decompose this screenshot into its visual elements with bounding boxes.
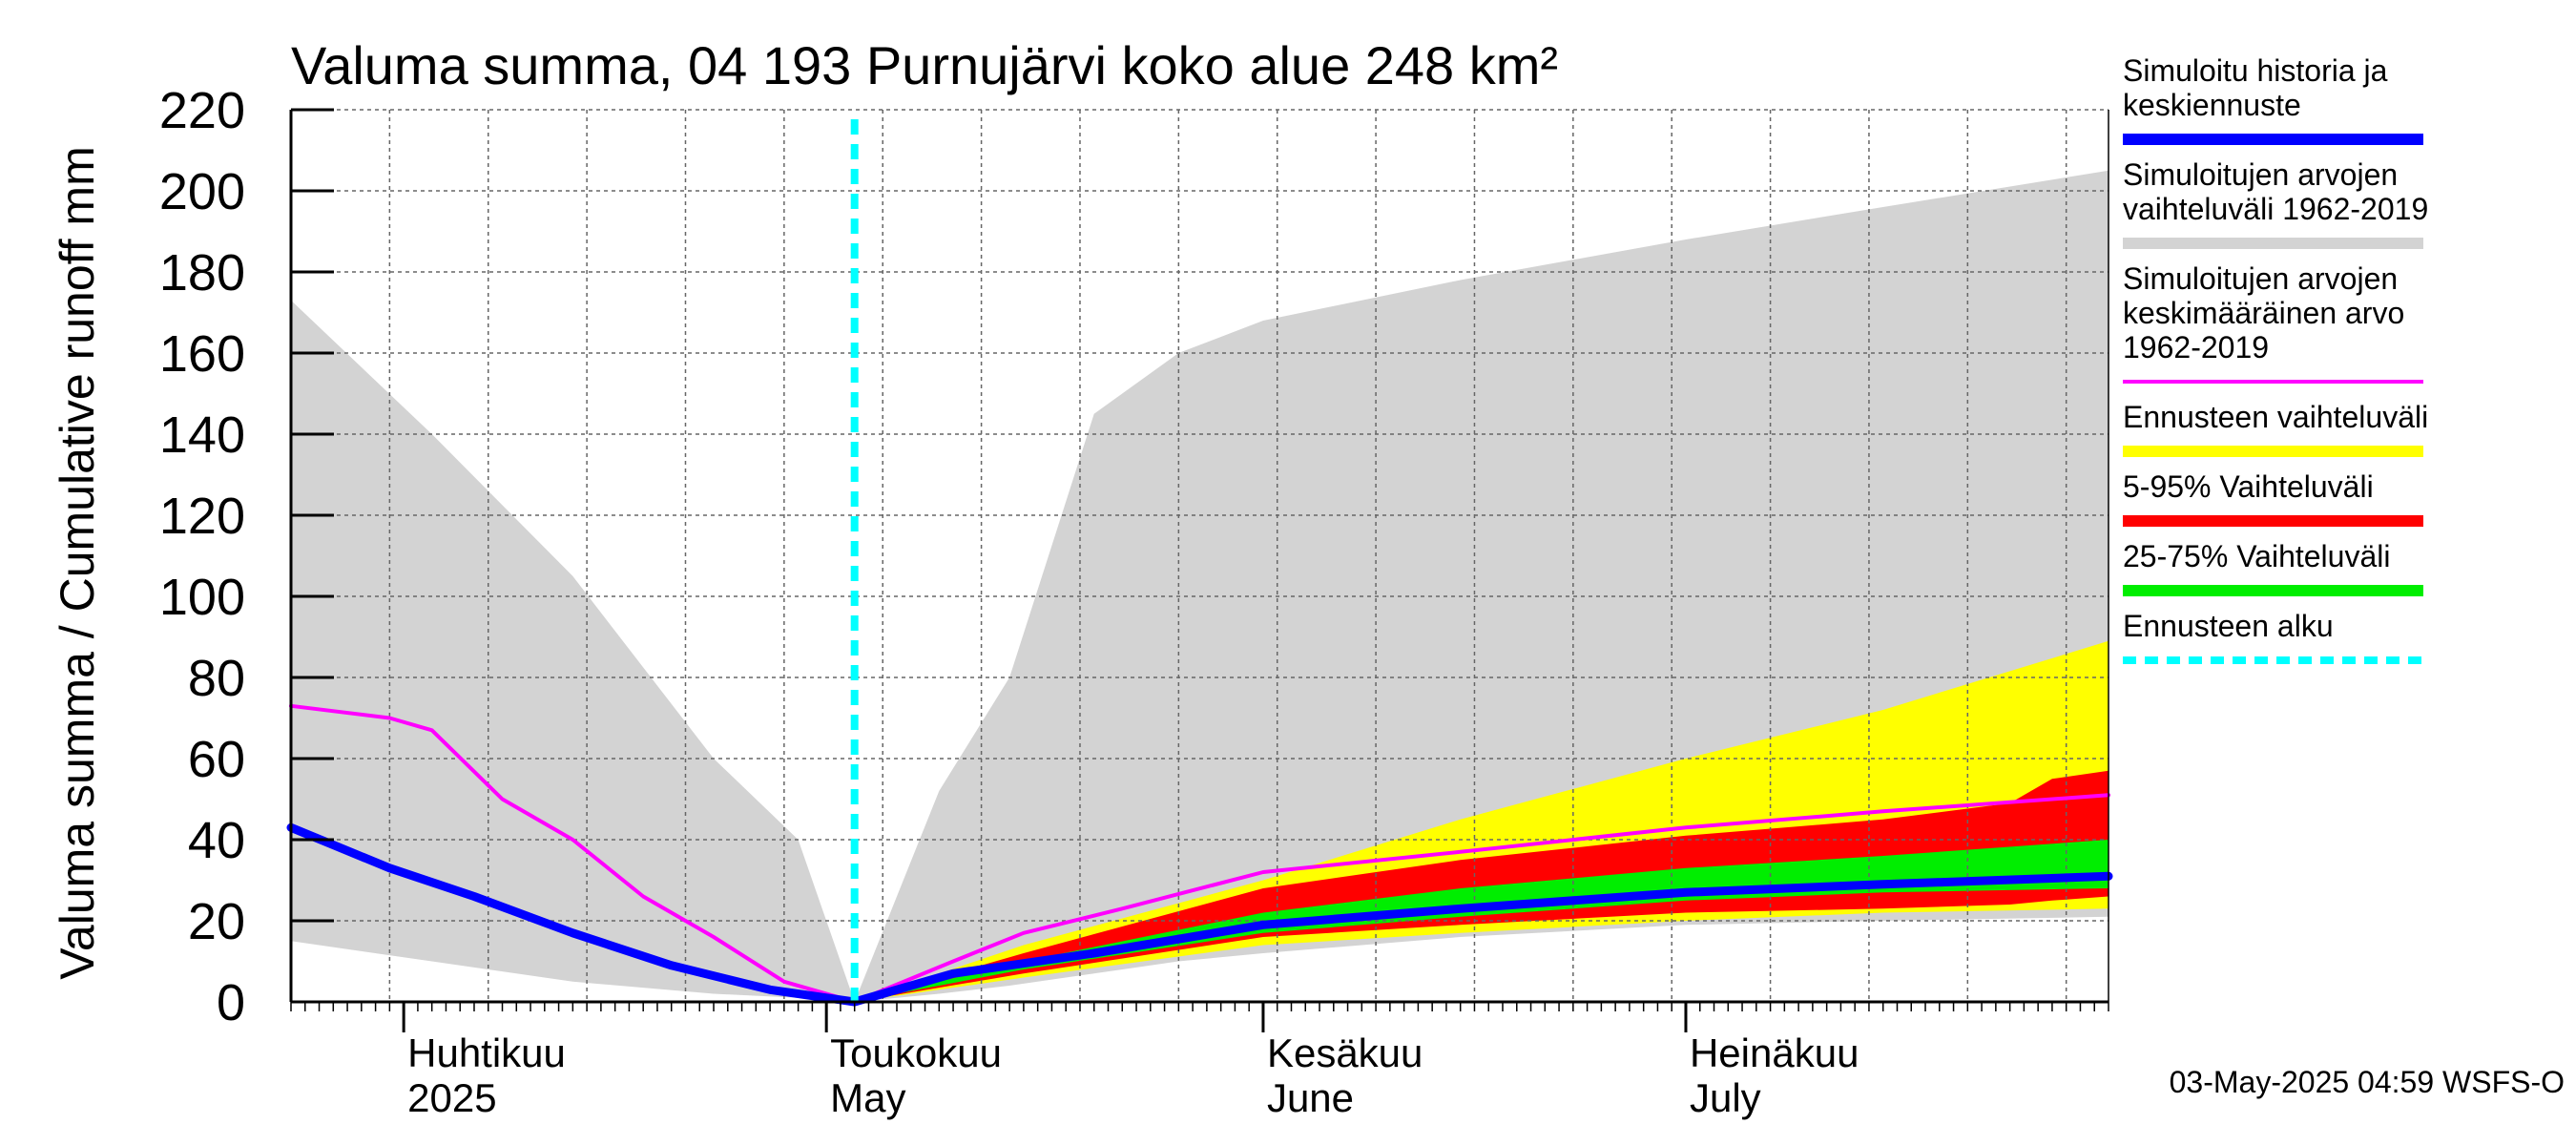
legend-label-1: vaihteluväli 1962-2019 (2123, 192, 2428, 226)
legend-label-0: Simuloitu historia ja (2123, 53, 2388, 88)
x-month-label-sub: May (830, 1075, 905, 1120)
legend-label-4: 5-95% Vaihteluväli (2123, 469, 2374, 504)
x-month-label: Heinäkuu (1690, 1030, 1859, 1075)
x-month-label: Huhtikuu (407, 1030, 566, 1075)
y-tick-label: 100 (159, 569, 245, 626)
y-tick-label: 200 (159, 163, 245, 220)
legend-label-2: keskimääräinen arvo (2123, 296, 2404, 330)
grid (291, 109, 2109, 1003)
legend-label-1: Simuloitujen arvojen (2123, 157, 2398, 192)
x-month-label-sub: 2025 (407, 1075, 496, 1120)
y-tick-label: 220 (159, 82, 245, 139)
series-band-3 (854, 840, 2109, 1002)
footer-timestamp: 03-May-2025 04:59 WSFS-O (2170, 1065, 2565, 1099)
y-tick-label: 0 (217, 974, 245, 1031)
y-tick-label: 120 (159, 488, 245, 545)
y-axis-label: Valuma summa / Cumulative runoff mm (51, 146, 104, 979)
plot-area: 0 20 40 60 80 100 120 140 160 180 200 220 Huhtikuu20… (159, 82, 2113, 1120)
y-tick-label: 40 (188, 812, 245, 869)
x-month-label-sub: June (1267, 1075, 1354, 1120)
legend-label-2: Simuloitujen arvojen (2123, 261, 2398, 296)
legend-label-2: 1962-2019 (2123, 330, 2269, 364)
x-month-label: Toukokuu (830, 1030, 1002, 1075)
y-tick-label: 180 (159, 244, 245, 302)
y-tick-label: 140 (159, 406, 245, 464)
legend-label-3: Ennusteen vaihteluväli (2123, 400, 2428, 434)
chart-title: Valuma summa, 04 193 Purnujärvi koko alu… (291, 35, 1558, 95)
y-tick-label: 60 (188, 731, 245, 788)
x-month-label-sub: July (1690, 1075, 1761, 1120)
legend-label-0: keskiennuste (2123, 88, 2301, 122)
x-month-label: Kesäkuu (1267, 1030, 1423, 1075)
y-tick-label: 20 (188, 893, 245, 950)
y-tick-label: 80 (188, 650, 245, 707)
y-tick-label: 160 (159, 325, 245, 383)
series-line-5 (286, 822, 2113, 1007)
series-band-1 (854, 640, 2109, 1002)
legend-label-5: 25-75% Vaihteluväli (2123, 539, 2390, 573)
legend-label-6: Ennusteen alku (2123, 609, 2334, 643)
